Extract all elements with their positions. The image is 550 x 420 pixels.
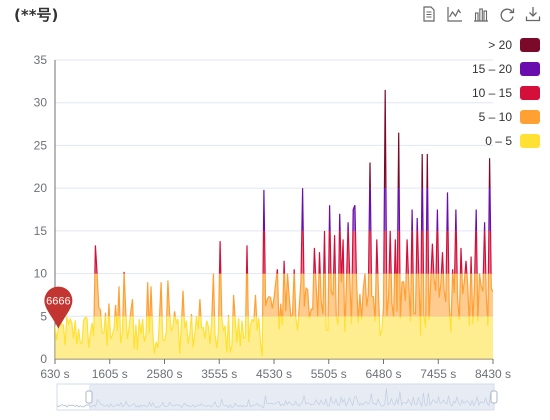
chart-title: (**号) — [14, 6, 59, 24]
legend-label: 0 – 5 — [485, 134, 512, 148]
legend-swatch — [520, 86, 540, 100]
series-area-band — [55, 316, 493, 359]
y-tick-label: 15 — [34, 224, 48, 238]
legend-item[interactable]: > 20 — [472, 33, 540, 57]
x-tick-label: 3555 s — [201, 367, 237, 381]
legend-label: > 20 — [488, 38, 512, 52]
legend-item[interactable]: 0 – 5 — [472, 129, 540, 153]
series-line-band — [55, 316, 489, 357]
legend-label: 10 – 15 — [471, 86, 512, 100]
y-tick-label: 0 — [40, 352, 47, 366]
x-tick-label: 630 s — [40, 367, 69, 381]
legend: > 20 15 – 20 10 – 15 5 – 10 0 – 5 — [472, 33, 540, 153]
y-tick-label: 35 — [34, 53, 48, 67]
legend-swatch — [520, 38, 540, 52]
series-line-band — [59, 273, 493, 317]
y-tick-label: 5 — [40, 309, 47, 323]
save-image-icon[interactable] — [524, 5, 542, 23]
y-tick-label: 10 — [34, 267, 48, 281]
x-tick-label: 2580 s — [146, 367, 182, 381]
y-tick-label: 25 — [34, 138, 48, 152]
mark-point-pin — [44, 286, 73, 329]
toolbox — [420, 5, 542, 23]
x-tick-label: 6480 s — [365, 367, 401, 381]
data-zoom-handle[interactable] — [85, 390, 93, 404]
x-tick-label: 8430 s — [475, 367, 511, 381]
data-zoom-handle[interactable] — [490, 390, 498, 404]
legend-label: 15 – 20 — [471, 62, 512, 76]
data-zoom-window — [89, 384, 494, 410]
x-tick-label: 5505 s — [311, 367, 347, 381]
mark-point-label: 6666 — [46, 296, 70, 308]
legend-label: 5 – 10 — [478, 110, 512, 124]
legend-swatch — [520, 62, 540, 76]
legend-item[interactable]: 15 – 20 — [472, 57, 540, 81]
data-view-icon[interactable] — [420, 5, 438, 23]
legend-swatch — [520, 110, 540, 124]
legend-item[interactable]: 10 – 15 — [472, 81, 540, 105]
x-tick-label: 7455 s — [420, 367, 456, 381]
legend-item[interactable]: 5 – 10 — [472, 105, 540, 129]
x-tick-label: 1605 s — [92, 367, 128, 381]
restore-icon[interactable] — [498, 5, 516, 23]
line-chart-icon[interactable] — [446, 5, 464, 23]
x-tick-label: 4530 s — [256, 367, 292, 381]
legend-swatch — [520, 134, 540, 148]
y-tick-label: 30 — [34, 96, 48, 110]
y-tick-label: 20 — [34, 181, 48, 195]
bar-chart-icon[interactable] — [472, 5, 490, 23]
